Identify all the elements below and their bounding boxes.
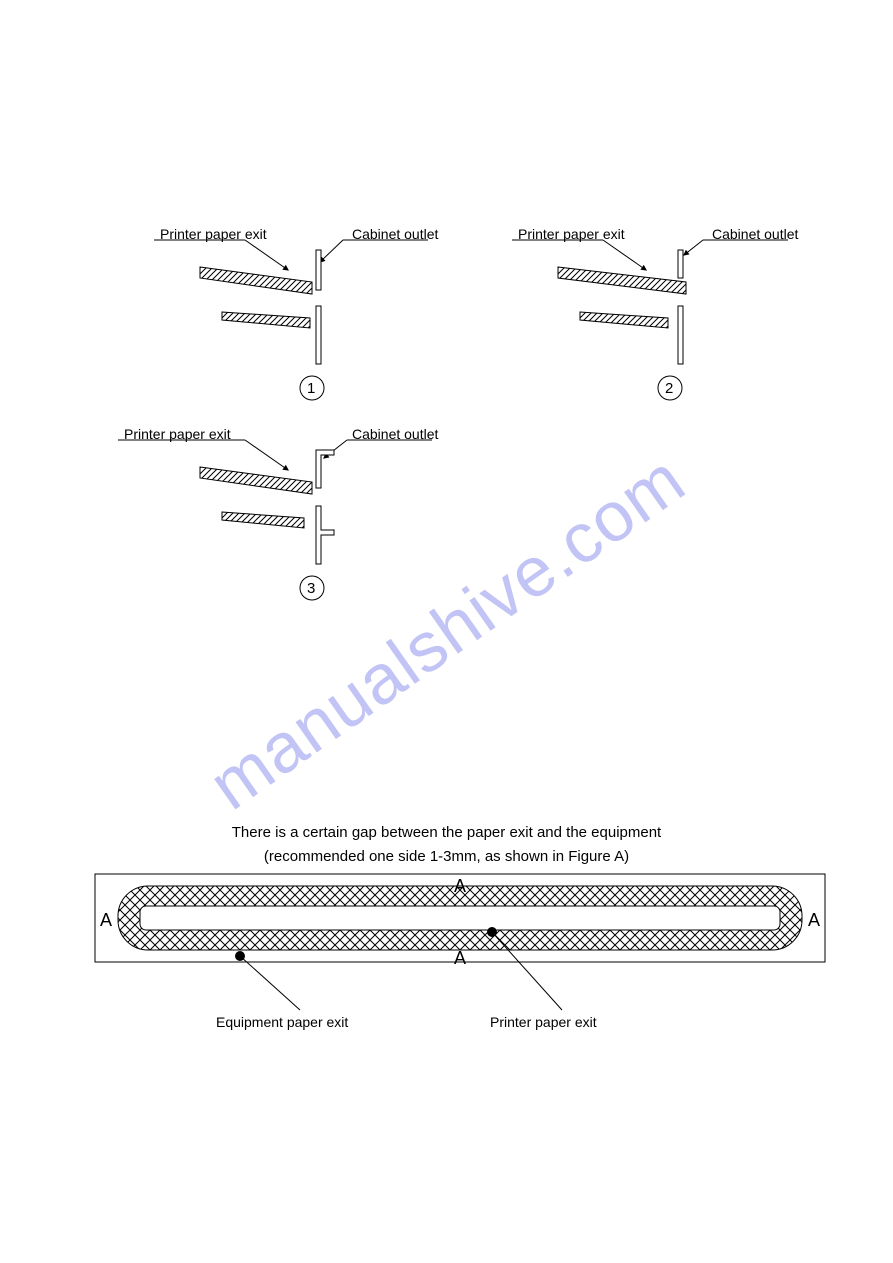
diagram-2 bbox=[512, 240, 788, 400]
letter-a-top: A bbox=[454, 876, 466, 897]
d1-number: 1 bbox=[307, 380, 315, 397]
equipment-exit-label: Equipment paper exit bbox=[216, 1014, 348, 1030]
letter-a-left: A bbox=[100, 910, 112, 931]
d2-right-label: Cabinet outlet bbox=[712, 226, 798, 242]
diagram-1 bbox=[154, 240, 428, 400]
top-diagrams-svg bbox=[0, 0, 893, 620]
d3-number: 3 bbox=[307, 580, 315, 597]
page: manualshive.com bbox=[0, 0, 893, 1263]
caption-line1: There is a certain gap between the paper… bbox=[0, 824, 893, 841]
d2-left-label: Printer paper exit bbox=[518, 226, 625, 242]
d3-left-label: Printer paper exit bbox=[124, 426, 231, 442]
d1-left-label: Printer paper exit bbox=[160, 226, 267, 242]
bottom-figure-svg bbox=[0, 870, 893, 1170]
letter-a-bottom: A bbox=[454, 948, 466, 969]
d2-number: 2 bbox=[665, 380, 673, 397]
d1-right-label: Cabinet outlet bbox=[352, 226, 438, 242]
d3-right-label: Cabinet outlet bbox=[352, 426, 438, 442]
printer-exit-label: Printer paper exit bbox=[490, 1014, 597, 1030]
diagram-3 bbox=[118, 440, 432, 600]
letter-a-right: A bbox=[808, 910, 820, 931]
caption-line2: (recommended one side 1-3mm, as shown in… bbox=[0, 848, 893, 865]
